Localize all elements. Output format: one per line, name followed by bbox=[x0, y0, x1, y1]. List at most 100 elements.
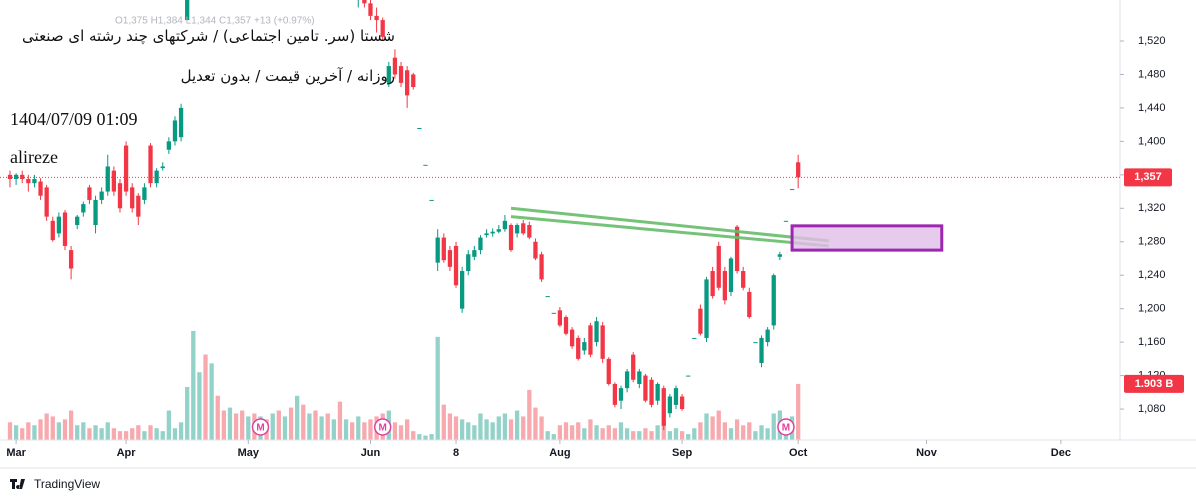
volume-bar bbox=[227, 407, 233, 440]
y-tick-label: 1,200 bbox=[1138, 303, 1166, 315]
candle-body bbox=[472, 250, 477, 257]
candle-body bbox=[362, 0, 367, 4]
candle-body bbox=[747, 291, 752, 318]
volume-bar bbox=[472, 425, 477, 440]
candle-body bbox=[527, 225, 532, 238]
candle-body bbox=[392, 57, 398, 75]
volume-bar bbox=[276, 410, 281, 440]
x-tick-label: Mar bbox=[6, 447, 26, 459]
volume-bar bbox=[545, 431, 550, 440]
volume-bar bbox=[759, 425, 764, 440]
candle-body bbox=[796, 162, 801, 178]
candle-body bbox=[600, 325, 605, 359]
volume-bar bbox=[172, 428, 178, 440]
candle-body bbox=[99, 191, 104, 200]
volume-bar bbox=[441, 404, 446, 440]
event-marker-label: M bbox=[782, 423, 790, 434]
candle-body bbox=[185, 0, 190, 21]
candle-body bbox=[576, 337, 581, 359]
volume-bar bbox=[209, 363, 214, 440]
candle-body bbox=[172, 120, 178, 142]
volume-bar bbox=[191, 330, 196, 440]
candle-body bbox=[686, 375, 691, 377]
candle-body bbox=[123, 145, 129, 192]
candle-body bbox=[539, 254, 544, 280]
volume-bar bbox=[75, 425, 80, 440]
event-marker-label: M bbox=[379, 423, 387, 434]
candle-body bbox=[441, 237, 446, 261]
candle-body bbox=[81, 204, 86, 213]
candle-body bbox=[765, 329, 770, 343]
volume-bar bbox=[747, 422, 752, 440]
volume-bar bbox=[686, 434, 691, 440]
volume-bar bbox=[692, 428, 697, 440]
y-tick-label: 1,160 bbox=[1138, 336, 1166, 348]
volume-bar bbox=[643, 428, 648, 440]
volume-bar bbox=[337, 401, 343, 440]
candle-body bbox=[62, 212, 68, 246]
candle-body bbox=[423, 164, 428, 166]
volume-bar bbox=[539, 416, 544, 440]
volume-bar bbox=[606, 425, 611, 440]
volume-bar bbox=[350, 422, 355, 440]
candle-body bbox=[710, 271, 715, 297]
volume-bar bbox=[185, 386, 190, 440]
candle-body bbox=[594, 321, 599, 343]
volume-bar bbox=[343, 419, 349, 440]
candle-body bbox=[117, 183, 123, 209]
candle-body bbox=[13, 174, 19, 180]
x-tick-label: Nov bbox=[916, 447, 938, 459]
volume-bar bbox=[130, 428, 135, 440]
volume-bar bbox=[728, 428, 734, 440]
trendline bbox=[510, 206, 829, 243]
event-marker-label: M bbox=[256, 423, 264, 434]
volume-bar bbox=[288, 407, 294, 440]
candle-body bbox=[111, 170, 117, 192]
volume-bar bbox=[240, 410, 245, 440]
candle-body bbox=[178, 107, 184, 138]
y-tick-label: 1,240 bbox=[1138, 269, 1166, 281]
volume-bar bbox=[123, 431, 129, 440]
volume-bar bbox=[331, 419, 336, 440]
x-tick-label: Aug bbox=[549, 447, 570, 459]
candle-body bbox=[380, 20, 385, 37]
volume-bar bbox=[527, 389, 532, 440]
volume-bar bbox=[56, 422, 62, 440]
candle-body bbox=[136, 195, 141, 217]
volume-bar bbox=[319, 416, 324, 440]
candle-body bbox=[582, 342, 587, 351]
candle-body bbox=[777, 254, 782, 257]
volume-bar bbox=[612, 428, 618, 440]
x-tick-label: Jun bbox=[361, 447, 381, 459]
candle-body bbox=[56, 216, 62, 234]
volume-bar bbox=[7, 422, 13, 440]
candle-body bbox=[741, 271, 746, 288]
volume-bar bbox=[698, 422, 703, 440]
volume-bar bbox=[392, 422, 398, 440]
candle-body bbox=[142, 187, 147, 200]
volume-bar bbox=[136, 425, 141, 440]
volume-bar bbox=[741, 425, 746, 440]
candle-body bbox=[87, 187, 92, 200]
volume-bar bbox=[557, 425, 563, 440]
candle-body bbox=[398, 66, 404, 83]
volume-bar bbox=[710, 416, 715, 440]
volume-bar bbox=[398, 425, 404, 440]
candle-body bbox=[484, 233, 489, 236]
volume-bar bbox=[624, 428, 630, 440]
volume-bar bbox=[631, 431, 636, 440]
y-tick-label: 1,280 bbox=[1138, 236, 1166, 248]
volume-bar bbox=[673, 428, 679, 440]
volume-bar bbox=[453, 416, 459, 440]
candle-body bbox=[679, 396, 685, 410]
candle-body bbox=[514, 225, 520, 234]
volume-bar bbox=[270, 413, 275, 440]
candle-body bbox=[649, 379, 654, 405]
candle-body bbox=[93, 199, 98, 226]
candle-body bbox=[637, 371, 642, 384]
ohlc-legend: O1,375 H1,384 L1,344 C1,357 +13 (+0.97%) bbox=[115, 16, 315, 27]
candle-body bbox=[105, 166, 110, 192]
candle-body bbox=[759, 337, 764, 364]
volume-bar bbox=[32, 425, 37, 440]
